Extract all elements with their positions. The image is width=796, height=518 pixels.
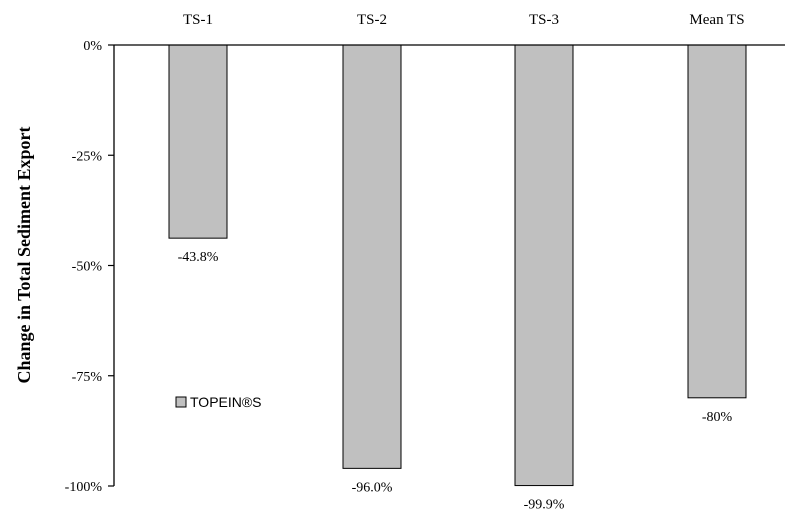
- data-label: -80%: [702, 410, 733, 425]
- bars: [168, 44, 747, 487]
- bar-ts-1: [168, 44, 228, 239]
- legend-swatch: [175, 396, 187, 408]
- y-tick-label: 0%: [83, 39, 102, 54]
- y-tick-label: -100%: [65, 480, 103, 495]
- category-label: TS-3: [529, 12, 559, 28]
- bar-mean-ts: [687, 44, 747, 399]
- bar-ts-3: [514, 44, 574, 487]
- legend-label: TOPEIN®S: [190, 394, 262, 410]
- data-label: -99.9%: [524, 498, 565, 513]
- category-labels: TS-1 TS-2 TS-3 Mean TS: [183, 12, 745, 28]
- category-label: TS-1: [183, 12, 213, 28]
- data-label: -96.0%: [352, 480, 393, 495]
- legend: TOPEIN®S: [175, 394, 262, 410]
- category-label: TS-2: [357, 12, 387, 28]
- y-tick-label: -25%: [72, 149, 103, 164]
- data-label: -43.8%: [178, 250, 219, 265]
- y-tick-label: -50%: [72, 260, 103, 275]
- y-tick-label: -75%: [72, 370, 103, 385]
- bar-ts-2: [342, 44, 402, 469]
- data-labels: -43.8% -96.0% -99.9% -80%: [178, 250, 733, 512]
- y-axis-label: Change in Total Sediment Export: [14, 126, 34, 383]
- category-label: Mean TS: [689, 12, 744, 28]
- y-axis-ticks: 0% -25% -50% -75% -100%: [65, 39, 114, 495]
